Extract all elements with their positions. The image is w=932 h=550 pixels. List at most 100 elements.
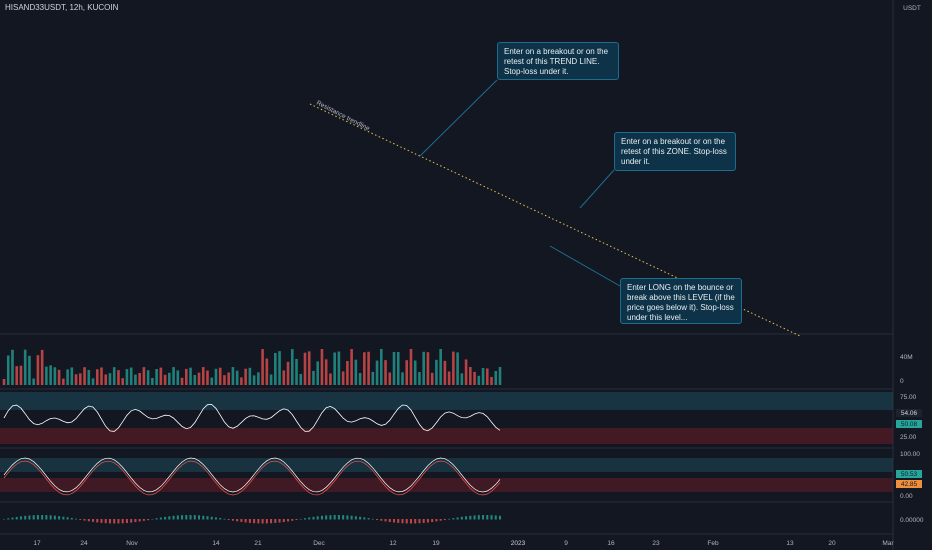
rsi-ma-badge: [896, 420, 922, 428]
volume-bar: [28, 355, 31, 385]
macd-histogram-bar: [32, 515, 35, 520]
volume-bar: [447, 371, 451, 385]
macd-histogram-bar: [422, 519, 425, 523]
macd-histogram-bar: [45, 515, 48, 520]
note-pointer: [579, 169, 615, 209]
volume-bar: [189, 367, 192, 385]
stoch-upper-band: [0, 458, 893, 472]
stoch-d-badge: [896, 480, 922, 488]
volume-bar: [469, 367, 472, 385]
stoch-k-value: 50.53: [901, 471, 918, 478]
volume-bar: [354, 359, 358, 385]
volume-bar: [125, 369, 129, 385]
volume-bar: [473, 371, 476, 385]
volume-bar: [197, 372, 201, 385]
volume-bar: [350, 349, 353, 385]
macd-histogram-bar: [236, 519, 239, 522]
macd-histogram-bar: [96, 519, 99, 523]
macd-histogram-bar: [3, 519, 5, 520]
macd-histogram-bar: [469, 515, 472, 520]
volume-bar: [396, 351, 400, 385]
volume-bar: [214, 368, 218, 385]
volume-bar: [62, 378, 65, 385]
macd-histogram-bar: [320, 515, 323, 520]
volume-bar: [19, 365, 23, 385]
volume-bar: [401, 372, 404, 385]
volume-bar: [248, 367, 252, 385]
macd-histogram-bar: [299, 518, 302, 520]
macd-histogram-bar: [75, 518, 78, 520]
volume-bar: [257, 372, 260, 385]
volume-bar: [371, 371, 375, 385]
volume-bar: [324, 359, 328, 385]
macd-histogram-bar: [83, 519, 86, 521]
volume-bar: [498, 367, 502, 385]
macd-histogram-bar: [452, 518, 455, 520]
volume-bar: [201, 367, 205, 385]
macd-histogram-bar: [113, 519, 116, 524]
macd-histogram-bar: [185, 515, 188, 520]
volume-bar: [6, 355, 10, 385]
macd-histogram-bar: [490, 515, 493, 520]
macd-histogram-bar: [193, 515, 196, 520]
volume-bar: [388, 372, 392, 385]
macd-histogram-bar: [265, 519, 268, 524]
volume-bar: [112, 367, 116, 385]
volume-bar: [320, 349, 324, 385]
volume-bar: [66, 369, 69, 385]
macd-histogram-bar: [172, 515, 175, 520]
volume-bar: [481, 367, 485, 385]
volume-bar: [379, 349, 383, 385]
volume-bar: [79, 373, 82, 385]
volume-bar: [384, 360, 387, 385]
volume-bar: [172, 367, 175, 385]
macd-histogram-bar: [359, 516, 362, 520]
macd-histogram-bar: [151, 518, 154, 520]
time-axis-tick: 9: [564, 540, 568, 547]
volume-bar: [180, 377, 184, 385]
trendline-note: Enter on a breakout or on the retest of …: [497, 42, 619, 80]
time-axis-tick: 24: [80, 540, 88, 547]
rsi-lower-band: [0, 428, 893, 444]
volume-bar: [184, 368, 188, 385]
volume-bar: [244, 368, 247, 385]
macd-histogram-bar: [155, 518, 158, 520]
volume-bar: [218, 367, 222, 385]
volume-bar: [32, 378, 35, 385]
macd-histogram-bar: [261, 519, 264, 524]
macd-histogram-bar: [142, 519, 145, 521]
macd-histogram-bar: [36, 515, 39, 520]
volume-bar: [375, 360, 379, 385]
macd-histogram-bar: [363, 517, 366, 520]
volume-bar: [485, 368, 489, 385]
volume-bar: [231, 367, 235, 385]
macd-histogram-bar: [41, 515, 44, 520]
macd-histogram-bar: [244, 519, 247, 523]
volume-bar: [227, 372, 230, 385]
macd-histogram-bar: [138, 519, 141, 522]
volume-bar: [333, 352, 336, 385]
macd-histogram-bar: [176, 515, 179, 520]
volume-bar: [269, 374, 273, 385]
volume-bar: [307, 351, 311, 385]
macd-histogram-bar: [397, 519, 400, 523]
volume-bar: [193, 374, 197, 385]
macd-histogram-bar: [181, 515, 184, 520]
volume-bar: [252, 375, 256, 385]
macd-histogram-bar: [329, 515, 332, 520]
macd-histogram-bar: [121, 519, 124, 524]
stoch-d-value: 42.85: [901, 481, 918, 488]
macd-histogram-bar: [426, 519, 429, 523]
volume-bar: [206, 370, 209, 385]
volume-bar: [409, 349, 413, 385]
macd-histogram-bar: [231, 519, 234, 521]
macd-histogram-bar: [79, 519, 82, 520]
stoch-axis-tick: 100.00: [900, 451, 920, 458]
volume-bar: [95, 369, 99, 385]
macd-histogram-bar: [418, 519, 421, 524]
volume-bar: [439, 349, 442, 385]
volume-bar: [358, 372, 362, 385]
macd-histogram-bar: [401, 519, 404, 524]
stoch-lower-band: [0, 478, 893, 492]
